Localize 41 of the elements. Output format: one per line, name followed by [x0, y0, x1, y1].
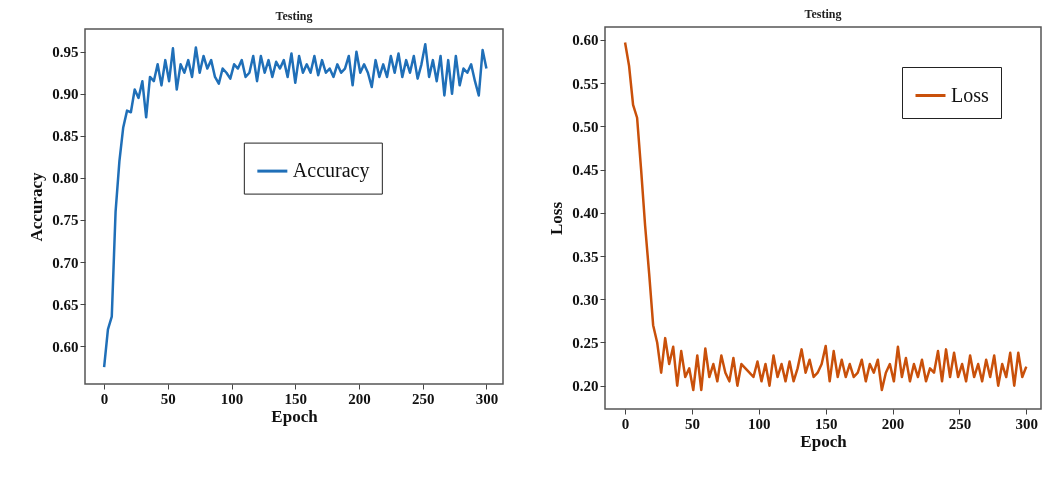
x-tick-label: 100 — [748, 415, 771, 432]
y-tick-label: 0.85 — [52, 128, 79, 145]
y-tick-label: 0.20 — [572, 378, 599, 395]
x-axis-title: Epoch — [271, 406, 319, 426]
y-tick-label: 0.90 — [52, 86, 79, 103]
y-tick-label: 0.60 — [52, 338, 79, 355]
line-series — [102, 42, 488, 369]
x-tick-label: 300 — [475, 390, 499, 407]
x-axis-title: Epoch — [800, 431, 848, 451]
x-tick-label: 150 — [284, 390, 308, 407]
y-tick-label: 0.30 — [572, 291, 599, 308]
x-tick-label: 50 — [684, 415, 700, 432]
x-tick-label: 200 — [881, 415, 905, 432]
x-tick-label: 300 — [1015, 415, 1039, 432]
y-tick-label: 0.70 — [52, 254, 79, 271]
y-axis-title: Loss — [547, 201, 567, 236]
x-tick-label: 150 — [814, 415, 838, 432]
y-tick-label: 0.40 — [572, 205, 599, 222]
y-tick-label: 0.25 — [572, 334, 599, 351]
y-tick-label: 0.80 — [52, 170, 79, 187]
y-tick-label: 0.60 — [572, 32, 599, 49]
y-tick-label: 0.75 — [52, 212, 79, 229]
y-tick-label: 0.50 — [572, 118, 599, 135]
y-axis-title: Accuracy — [27, 172, 47, 242]
chart-title: Testing — [804, 7, 842, 21]
x-tick-label: 250 — [948, 415, 972, 432]
line-series — [623, 41, 1028, 392]
x-tick-label: 100 — [220, 390, 244, 407]
chart-title: Testing — [275, 9, 313, 23]
y-tick-label: 0.35 — [572, 248, 599, 265]
y-tick-label: 0.95 — [52, 44, 79, 61]
y-tick-label: 0.55 — [572, 75, 599, 92]
x-tick-label: 200 — [348, 390, 371, 407]
legend-label: Loss — [951, 83, 989, 106]
x-tick-label: 50 — [160, 390, 176, 407]
legend-label: Accuracy — [292, 159, 370, 183]
x-tick-label: 0 — [621, 415, 630, 432]
x-tick-label: 0 — [100, 390, 109, 407]
x-tick-label: 250 — [411, 390, 435, 407]
y-tick-label: 0.45 — [572, 162, 599, 179]
y-tick-label: 0.65 — [52, 296, 79, 313]
